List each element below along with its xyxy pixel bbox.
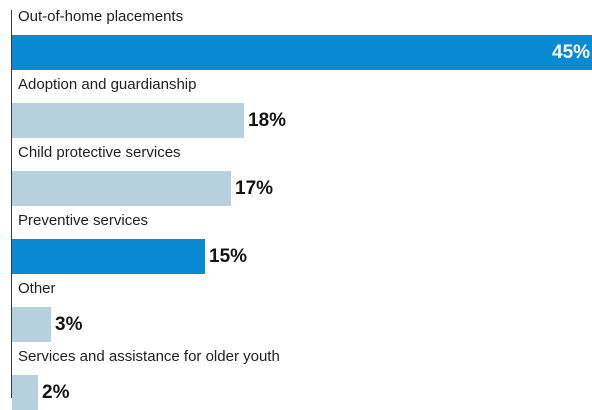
category-label: Other [18, 280, 56, 297]
bar [12, 239, 205, 274]
bar [12, 375, 38, 410]
category-label: Child protective services [18, 144, 181, 161]
category-label: Preventive services [18, 212, 149, 229]
bar-chart: Out-of-home placements 45% Adoption and gu… [11, 8, 592, 410]
value-label: 45% [552, 42, 591, 63]
value-label: 18% [248, 110, 287, 131]
value-label: 17% [235, 178, 274, 199]
value-label: 3% [55, 314, 83, 335]
y-axis-line [11, 10, 12, 398]
category-label: Services and assistance for older youth [18, 348, 280, 365]
bar [12, 103, 244, 138]
bar [12, 171, 231, 206]
value-label: 15% [209, 246, 248, 267]
value-label: 2% [42, 382, 70, 403]
category-label: Out-of-home placements [18, 8, 184, 25]
bar [12, 307, 51, 342]
bar [12, 35, 592, 70]
category-label: Adoption and guardianship [18, 76, 197, 93]
